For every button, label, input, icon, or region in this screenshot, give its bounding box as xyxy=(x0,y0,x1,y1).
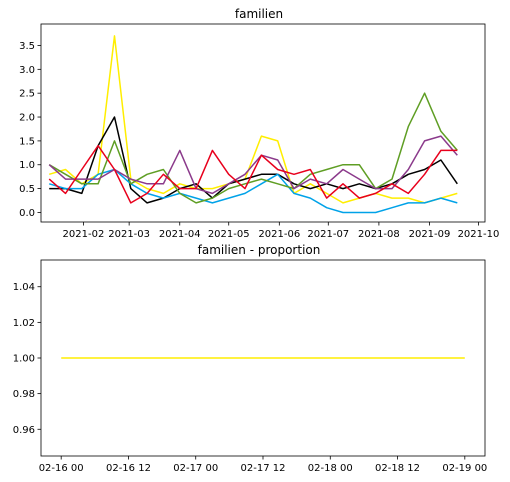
x-tick-label: 2021-07 xyxy=(307,229,349,240)
chart-title: familien xyxy=(235,7,283,21)
y-tick-label: 0.96 xyxy=(13,425,35,436)
series-lines xyxy=(48,35,458,214)
chart-familien-proportion: familien - proportion 02-16 00 02-16 12 02… xyxy=(13,243,488,474)
y-tick-label: 1.0 xyxy=(19,160,35,171)
y-tick-label: 3.0 xyxy=(19,65,35,76)
x-tick-label: 02-18 00 xyxy=(308,463,353,474)
axis-ticks: 2021-02 2021-03 2021-04 2021-05 2021-06 2021-… xyxy=(19,41,499,240)
x-tick-label: 02-17 12 xyxy=(241,463,286,474)
x-tick-label: 2021-06 xyxy=(258,229,300,240)
y-tick-label: 0.0 xyxy=(19,208,35,219)
x-tick-label: 02-19 00 xyxy=(442,463,487,474)
y-tick-label: 1.5 xyxy=(19,136,35,147)
x-tick-label: 02-16 00 xyxy=(39,463,84,474)
y-tick-label: 0.5 xyxy=(19,184,35,195)
x-tick-label: 2021-09 xyxy=(409,229,451,240)
y-tick-label: 3.5 xyxy=(19,41,35,52)
x-tick-label: 2021-04 xyxy=(159,229,201,240)
x-tick-label: 02-18 12 xyxy=(375,463,420,474)
series-line-6 xyxy=(48,144,458,204)
y-tick-label: 2.0 xyxy=(19,113,35,124)
series-line-5 xyxy=(48,135,458,195)
chart-title: familien - proportion xyxy=(198,243,321,257)
y-tick-label: 1.02 xyxy=(13,318,35,329)
x-tick-label: 2021-08 xyxy=(358,229,400,240)
x-tick-label: 2021-05 xyxy=(208,229,250,240)
plot-frame xyxy=(40,23,486,223)
x-tick-label: 02-16 12 xyxy=(106,463,151,474)
x-tick-label: 2021-02 xyxy=(63,229,105,240)
x-tick-label: 2021-03 xyxy=(108,229,150,240)
chart-familien: familien 2021-02 2021-03 2021-04 2021-05 202… xyxy=(19,7,499,240)
y-tick-label: 0.98 xyxy=(13,389,35,400)
x-tick-label: 2021-10 xyxy=(458,229,500,240)
axis-ticks: 02-16 00 02-16 12 02-17 00 02-17 12 02-18 00… xyxy=(13,282,488,474)
x-tick-label: 02-17 00 xyxy=(173,463,218,474)
y-tick-label: 2.5 xyxy=(19,89,35,100)
series-line-4 xyxy=(48,92,458,204)
plot-frame xyxy=(40,259,486,457)
series-line-1 xyxy=(48,35,458,204)
y-tick-label: 1.04 xyxy=(13,282,35,293)
y-tick-label: 1.00 xyxy=(13,354,35,365)
